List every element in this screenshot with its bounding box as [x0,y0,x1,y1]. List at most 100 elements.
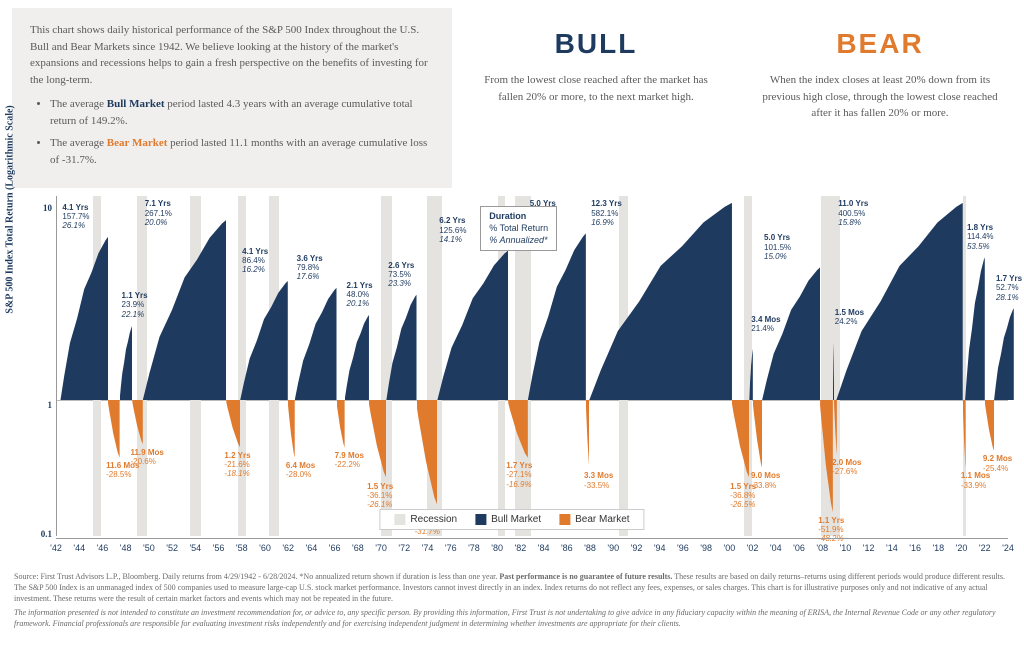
bear-label: 9.2 Mos-25.4% [983,454,1012,472]
x-tick: '54 [189,543,201,553]
bear-label: 1.2 Yrs-21.6%-18.1% [224,451,250,479]
x-tick: '12 [863,543,875,553]
bull-period [528,233,586,400]
bear-label: 6.4 Mos-28.0% [286,461,315,479]
chart: S&P 500 Index Total Return (Logarithmic … [12,196,1012,566]
x-tick: '24 [1002,543,1014,553]
bear-label: 9.0 Mos-33.8% [751,471,780,489]
bull-label: 4.1 Yrs157.7%26.1% [62,203,89,231]
bear-period [732,400,749,478]
bull-period [836,203,962,400]
bull-period [965,257,985,400]
bull-label: 4.1 Yrs86.4%16.2% [242,247,268,275]
bear-period [369,400,386,478]
footnotes: Source: First Trust Advisors L.P., Bloom… [0,566,1024,636]
bear-label: 7.9 Mos-22.2% [335,451,364,469]
top-section: This chart shows daily historical perfor… [0,0,1024,188]
intro-paragraph: This chart shows daily historical perfor… [30,22,434,88]
x-tick: '60 [259,543,271,553]
bull-period [60,237,108,400]
x-tick: '42 [50,543,62,553]
bull-label: 3.6 Yrs79.8%17.6% [297,254,323,282]
x-tick: '52 [166,543,178,553]
y-tick: 10 [43,203,52,213]
plot-area: 4.1 Yrs157.7%26.1% 1.1 Yrs23.9%22.1% 7.1 Y… [56,196,1008,536]
bull-label: 1.7 Yrs52.7%28.1% [996,274,1022,302]
intro-bullet-bear: The average Bear Market period lasted 11… [50,135,434,168]
bull-period [345,315,369,400]
legend-bear: Bear Market [559,514,629,525]
x-tick: '10 [840,543,852,553]
x-tick: '08 [816,543,828,553]
x-tick: '74 [422,543,434,553]
bull-label: 2.6 Yrs73.5%23.3% [388,261,414,289]
x-tick: '72 [398,543,410,553]
bull-period [240,281,288,400]
bull-label: 6.2 Yrs125.6%14.1% [439,216,466,244]
x-tick: '86 [561,543,573,553]
x-tick: '70 [375,543,387,553]
x-tick: '00 [723,543,735,553]
x-tick: '82 [515,543,527,553]
x-tick: '18 [932,543,944,553]
bear-desc: When the index closes at least 20% down … [748,72,1012,122]
x-tick: '22 [979,543,991,553]
bear-period [337,400,345,448]
bear-label: 1.1 Mos-33.9% [961,471,990,489]
legend: Recession Bull Market Bear Market [379,509,644,530]
x-tick: '16 [909,543,921,553]
bull-label: 3.4 Mos21.4% [751,315,780,333]
x-tick: '14 [886,543,898,553]
bear-period [985,400,994,451]
bear-period [108,400,120,458]
x-tick: '02 [747,543,759,553]
x-tick: '64 [306,543,318,553]
bull-label: 2.1 Yrs48.0%20.1% [347,281,373,309]
x-axis: '42'44'46'48'50'52'54'56'58'60'62'64'66'… [56,538,1008,566]
bull-period [295,288,337,400]
bull-period [762,267,820,400]
x-tick: '94 [654,543,666,553]
duration-key: Duration% Total Return% Annualized* [480,206,557,251]
bull-period [589,203,732,400]
bull-label: 5.0 Yrs101.5%15.0% [764,233,791,261]
bull-desc: From the lowest close reached after the … [464,72,728,105]
x-tick: '56 [213,543,225,553]
x-tick: '90 [607,543,619,553]
x-tick: '66 [329,543,341,553]
intro-bullet-bull: The average Bull Market period lasted 4.… [50,96,434,129]
recession-band [137,196,147,536]
x-tick: '80 [491,543,503,553]
bull-label: 7.1 Yrs267.1%20.0% [145,199,172,227]
x-tick: '62 [282,543,294,553]
x-tick: '48 [120,543,132,553]
bear-period [586,400,589,468]
bull-label: 1.8 Yrs114.4%53.5% [967,223,994,251]
legend-bull: Bull Market [475,514,541,525]
y-ticks: 10 1 0.1 [34,196,54,536]
y-tick: 1 [48,400,53,410]
bull-period [143,220,227,400]
bull-label: 12.3 Yrs582.1%16.9% [591,199,622,227]
bear-title: BEAR [748,28,1012,60]
footnote-2: The information presented is not intende… [14,608,1010,630]
bear-label: 2.0 Mos-27.6% [832,458,861,476]
bear-period [288,400,295,458]
x-tick: '20 [956,543,968,553]
y-tick: 0.1 [41,529,52,539]
bull-label: 11.0 Yrs400.5%15.8% [838,199,868,227]
x-tick: '92 [631,543,643,553]
x-tick: '68 [352,543,364,553]
bull-column: BULL From the lowest close reached after… [464,28,728,188]
bear-label: 11.9 Mos-20.6% [130,448,163,466]
legend-recession: Recession [394,514,457,525]
bull-bear-definitions: BULL From the lowest close reached after… [464,8,1012,188]
bull-label: 1.1 Yrs23.9%22.1% [122,291,148,319]
intro-box: This chart shows daily historical perfor… [12,8,452,188]
bull-label: 1.5 Mos24.2% [835,308,864,326]
footnote-1: Source: First Trust Advisors L.P., Bloom… [14,572,1010,604]
bull-period [994,308,1014,400]
bear-label: 1.5 Yrs-36.1%-26.1% [367,482,393,510]
x-tick: '78 [468,543,480,553]
x-tick: '98 [700,543,712,553]
